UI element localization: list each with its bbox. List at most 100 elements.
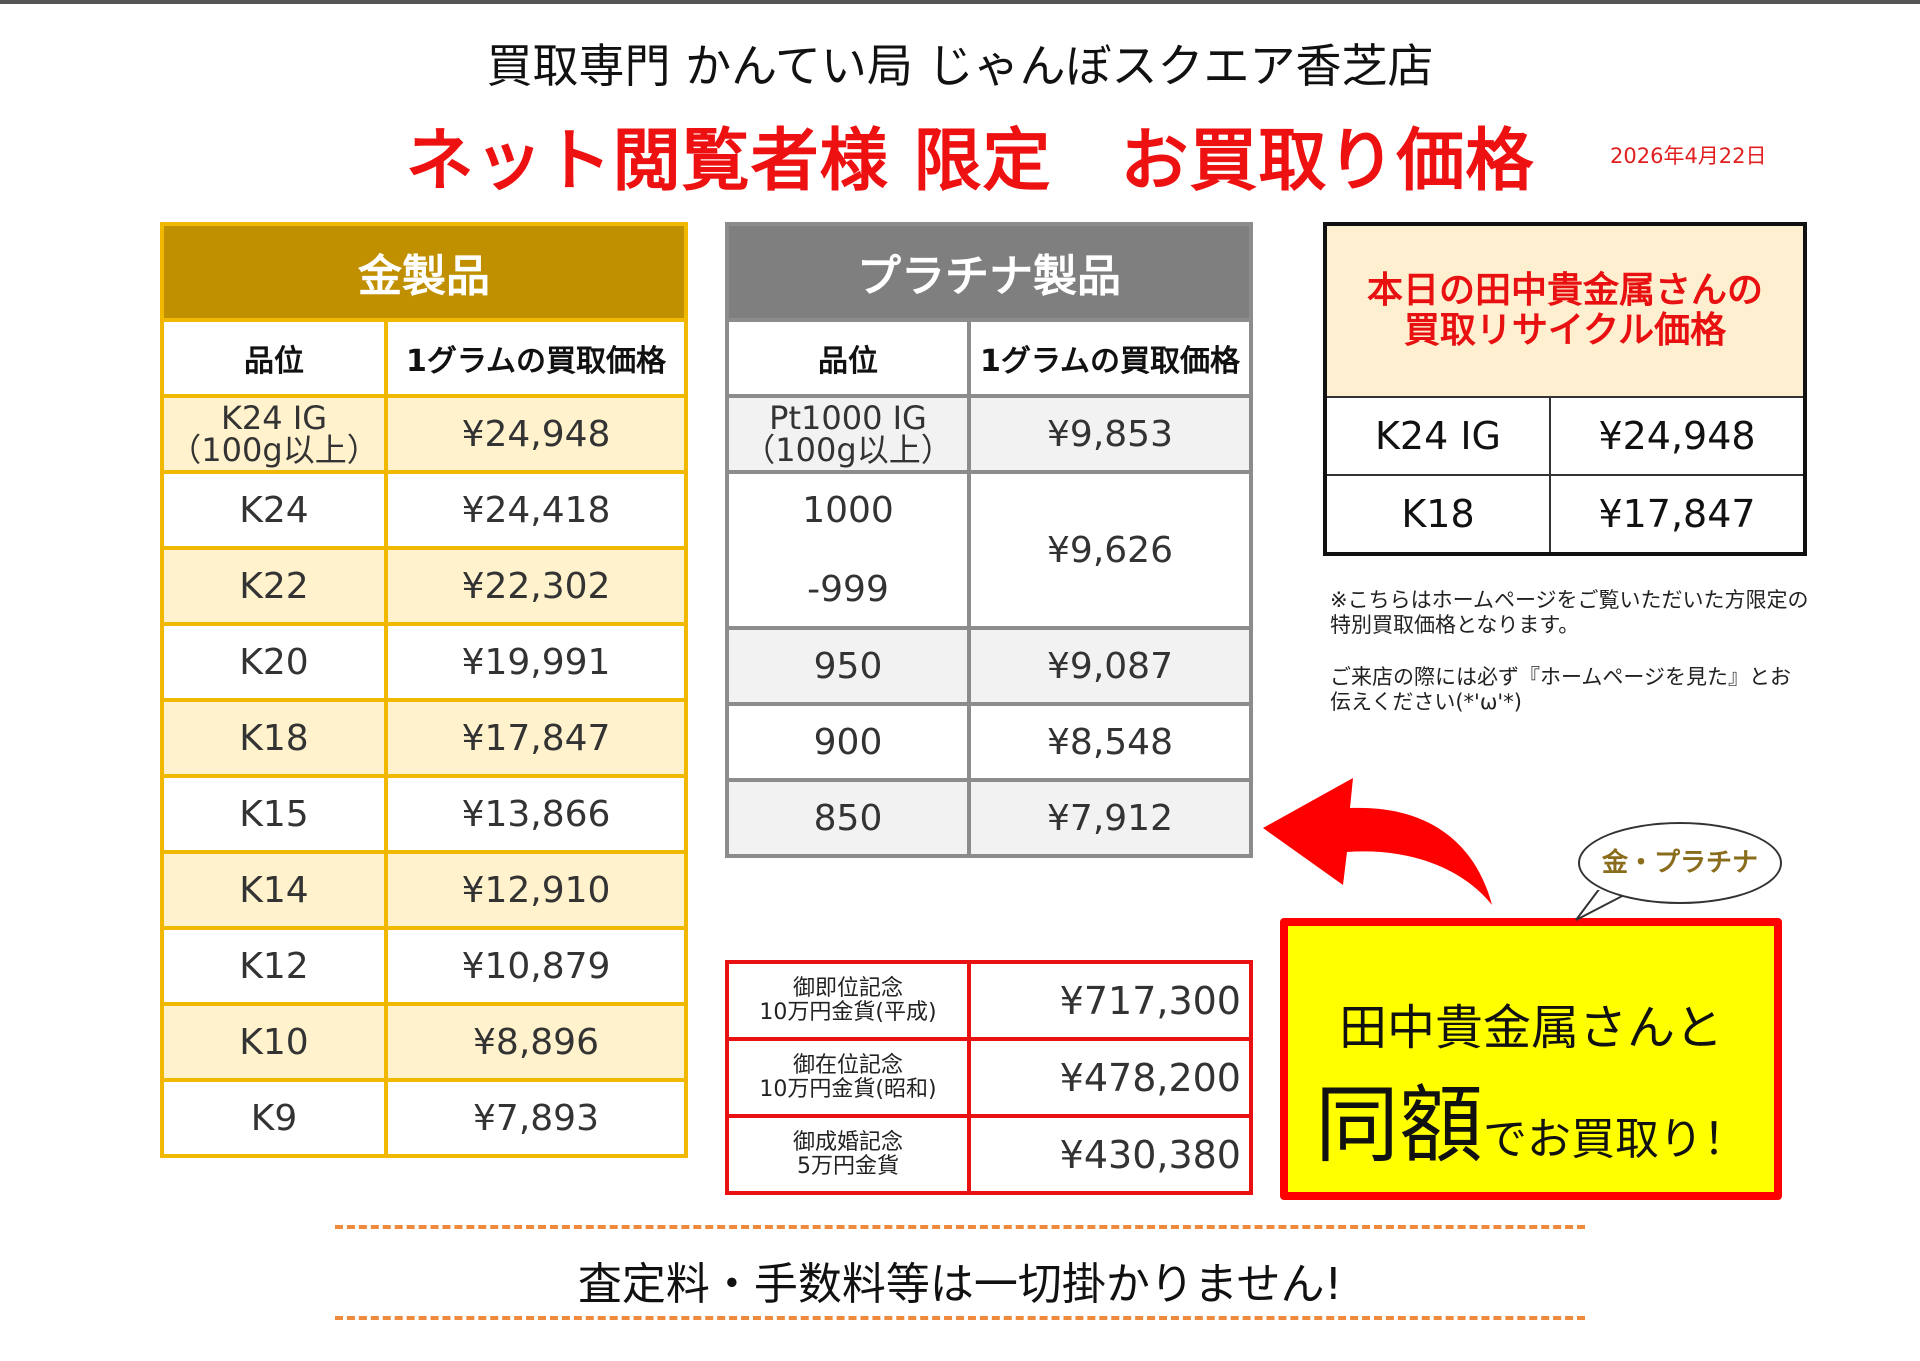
gold-col-grade: 品位 xyxy=(160,318,388,398)
price-cell: ¥24,418 xyxy=(384,470,688,550)
coin-name-line1: 御在位記念 xyxy=(792,1052,903,1078)
grade-cell: K12 xyxy=(160,926,388,1006)
headline: ネット閲覧者様 限定 お買取り価格 xyxy=(405,122,1535,201)
gold-price-table: 金製品 品位 1グラムの買取価格 K24 IG （100g以上） ¥24,948 K24… xyxy=(160,222,688,1158)
grade-cell: 950 xyxy=(725,626,971,706)
gold-table-title: 金製品 xyxy=(160,222,688,322)
table-row: K24 IG ¥24,948 xyxy=(1324,396,1807,476)
price-cell: ¥9,087 xyxy=(967,626,1253,706)
table-row: Pt1000 IG （100g以上） ¥9,853 xyxy=(725,394,1253,474)
table-row: K22 ¥22,302 xyxy=(160,546,688,626)
price-cell: ¥17,847 xyxy=(1548,474,1807,555)
grade-label: K24 xyxy=(239,489,309,531)
table-row: K20 ¥19,991 xyxy=(160,622,688,702)
grade-cell: K22 xyxy=(160,546,388,626)
table-row: K24 IG （100g以上） ¥24,948 xyxy=(160,394,688,474)
promo-big-text: 同額 xyxy=(1314,1076,1483,1174)
speech-bubble: 金・プラチナ xyxy=(1578,822,1782,904)
coin-name-line2: 10万円金貨(昭和) xyxy=(759,1076,937,1102)
grade-cell: K24 IG （100g以上） xyxy=(160,394,388,474)
table-row: K24 ¥24,418 xyxy=(160,470,688,550)
table-row: K18 ¥17,847 xyxy=(1324,474,1807,555)
coin-name-cell: 御即位記念 10万円金貨(平成) xyxy=(725,960,971,1041)
curved-arrow-icon xyxy=(1263,778,1492,905)
grade-label: 850 xyxy=(813,797,883,839)
table-row: 御成婚記念 5万円金貨 ¥430,380 xyxy=(725,1114,1253,1195)
platinum-table-title: プラチナ製品 xyxy=(725,222,1253,322)
grade-cell: 1000 -999 xyxy=(725,470,971,630)
grade-cell: K9 xyxy=(160,1078,388,1158)
grade-sublabel: （100g以上） xyxy=(169,431,379,469)
coin-name-line1: 御即位記念 xyxy=(792,975,903,1001)
platinum-col-price: 1グラムの買取価格 xyxy=(967,318,1253,398)
price-cell: ¥19,991 xyxy=(384,622,688,702)
grade-label: K12 xyxy=(239,945,309,987)
platinum-col-grade: 品位 xyxy=(725,318,971,398)
grade-label: K20 xyxy=(239,641,309,683)
grade-label: 1000 xyxy=(802,490,894,531)
price-cell: ¥24,948 xyxy=(1548,396,1807,476)
table-row: K10 ¥8,896 xyxy=(160,1002,688,1082)
recycle-price-table: 本日の田中貴金属さんの 買取リサイクル価格 K24 IG ¥24,948 K18 ¥1… xyxy=(1323,222,1808,556)
price-cell: ¥13,866 xyxy=(384,774,688,854)
grade-label-2: -999 xyxy=(807,569,889,610)
promo-line2-rest: でお買取り！ xyxy=(1483,1114,1747,1165)
table-row: K15 ¥13,866 xyxy=(160,774,688,854)
price-cell: ¥7,893 xyxy=(384,1078,688,1158)
grade-cell: K10 xyxy=(160,1002,388,1082)
notes: ※こちらはホームページをご覧いただいた方限定の特別買取価格となります。 ご来店の… xyxy=(1330,588,1810,742)
grade-label: K22 xyxy=(239,565,309,607)
grade-cell: K14 xyxy=(160,850,388,930)
price-cell: ¥478,200 xyxy=(967,1037,1253,1118)
grade-label: K18 xyxy=(239,717,309,759)
table-row: K14 ¥12,910 xyxy=(160,850,688,930)
note-mention-homepage: ご来店の際には必ず『ホームページを見た』とお伝えください(*'ω'*) xyxy=(1330,665,1791,714)
coin-name-line2: 5万円金貨 xyxy=(797,1153,899,1179)
grade-cell: K24 xyxy=(160,470,388,550)
price-cell: ¥17,847 xyxy=(384,698,688,778)
coin-name-line1: 御成婚記念 xyxy=(792,1129,903,1155)
recycle-table-title: 本日の田中貴金属さんの 買取リサイクル価格 xyxy=(1323,223,1807,398)
grade-label: 900 xyxy=(813,721,883,763)
table-row: K18 ¥17,847 xyxy=(160,698,688,778)
price-cell: ¥9,626 xyxy=(967,470,1253,630)
store-name: 買取専門 かんてい局 じゃんぼスクエア香芝店 xyxy=(486,39,1434,93)
price-cell: ¥8,896 xyxy=(384,1002,688,1082)
gold-col-price: 1グラムの買取価格 xyxy=(384,318,688,398)
price-cell: ¥10,879 xyxy=(384,926,688,1006)
price-cell: ¥8,548 xyxy=(967,702,1253,782)
table-row: 950 ¥9,087 xyxy=(725,626,1253,706)
table-row: K9 ¥7,893 xyxy=(160,1078,688,1158)
grade-label: K15 xyxy=(239,793,309,835)
dashed-divider-top xyxy=(335,1225,1585,1229)
top-border xyxy=(0,0,1920,4)
platinum-price-table: プラチナ製品 品位 1グラムの買取価格 Pt1000 IG （100g以上） ¥9,8… xyxy=(725,222,1253,858)
table-row: 1000 -999 ¥9,626 xyxy=(725,470,1253,630)
price-cell: ¥7,912 xyxy=(967,778,1253,858)
note-special-price: ※こちらはホームページをご覧いただいた方限定の特別買取価格となります。 xyxy=(1330,588,1809,637)
table-row: K12 ¥10,879 xyxy=(160,926,688,1006)
dashed-divider-bottom xyxy=(335,1316,1585,1320)
coin-price-table: 御即位記念 10万円金貨(平成) ¥717,300 御在位記念 10万円金貨(昭和) ¥4… xyxy=(725,960,1253,1195)
grade-label: 950 xyxy=(813,645,883,687)
price-cell: ¥717,300 xyxy=(967,960,1253,1041)
recycle-title-line1: 本日の田中貴金属さんの xyxy=(1367,270,1764,311)
grade-cell: 850 xyxy=(725,778,971,858)
footer-text: 査定料・手数料等は一切掛かりません! xyxy=(577,1259,1343,1310)
grade-cell: K18 xyxy=(160,698,388,778)
price-cell: ¥9,853 xyxy=(967,394,1253,474)
price-cell: ¥430,380 xyxy=(967,1114,1253,1195)
date: 2026年4月22日 xyxy=(1610,144,1767,168)
grade-cell: 900 xyxy=(725,702,971,782)
table-row: 御即位記念 10万円金貨(平成) ¥717,300 xyxy=(725,960,1253,1041)
coin-name-cell: 御在位記念 10万円金貨(昭和) xyxy=(725,1037,971,1118)
grade-sublabel: （100g以上） xyxy=(743,431,953,469)
grade-cell: K15 xyxy=(160,774,388,854)
promo-line1: 田中貴金属さんと xyxy=(1338,1000,1723,1056)
grade-label: K24 IG xyxy=(220,399,328,437)
coin-name-cell: 御成婚記念 5万円金貨 xyxy=(725,1114,971,1195)
table-row: 御在位記念 10万円金貨(昭和) ¥478,200 xyxy=(725,1037,1253,1118)
grade-cell: K18 xyxy=(1324,474,1551,555)
grade-cell: K24 IG xyxy=(1324,396,1551,476)
coin-name-line2: 10万円金貨(平成) xyxy=(759,999,937,1025)
